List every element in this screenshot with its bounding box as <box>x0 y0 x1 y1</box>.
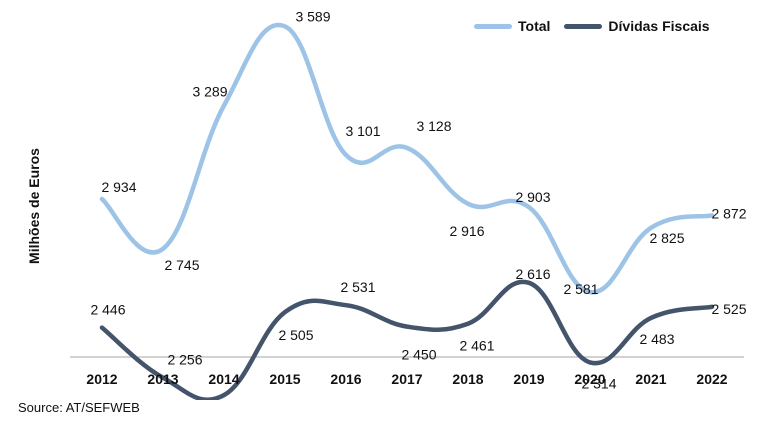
data-label-dividas-fiscais-2019: 2 616 <box>515 266 550 282</box>
data-label-total-2017: 3 128 <box>416 118 451 134</box>
data-label-dividas-fiscais-2018: 2 461 <box>459 338 494 354</box>
data-label-total-2012: 2 934 <box>101 179 136 195</box>
x-tick-label-2021: 2021 <box>635 371 666 387</box>
x-tick-label-2012: 2012 <box>86 371 117 387</box>
x-tick-label-2015: 2015 <box>269 371 300 387</box>
x-tick-label-2013: 2013 <box>147 371 178 387</box>
legend-label-total: Total <box>518 18 551 34</box>
data-label-dividas-fiscais-2016: 2 531 <box>340 279 375 295</box>
data-label-dividas-fiscais-2013: 2 256 <box>167 352 202 368</box>
x-tick-label-2014: 2014 <box>208 371 239 387</box>
x-tick-label-2018: 2018 <box>452 371 483 387</box>
legend-label-dividas-fiscais: Dívidas Fiscais <box>608 18 710 34</box>
data-label-dividas-fiscais-2021: 2 483 <box>639 331 674 347</box>
x-tick-label-2022: 2022 <box>696 371 727 387</box>
x-tick-label-2019: 2019 <box>513 371 544 387</box>
line-chart: 2 934 2 745 3 289 3 589 3 101 3 128 2 916 2 903… <box>70 8 747 400</box>
data-label-total-2019: 2 903 <box>515 189 550 205</box>
data-label-dividas-fiscais-2022: 2 525 <box>711 301 746 317</box>
data-label-total-2018: 2 916 <box>449 223 484 239</box>
x-tick-label-2017: 2017 <box>391 371 422 387</box>
source-note: Source: AT/SEFWEB <box>18 400 140 415</box>
chart-legend: Total Dívidas Fiscais <box>474 18 724 34</box>
data-label-dividas-fiscais-2017: 2 450 <box>401 347 436 363</box>
legend-swatch-dividas-fiscais <box>564 23 603 29</box>
legend-swatch-total <box>474 23 512 29</box>
data-label-total-2021: 2 825 <box>649 230 684 246</box>
legend-item-total: Total <box>474 18 550 34</box>
data-label-dividas-fiscais-2012: 2 446 <box>90 302 125 318</box>
data-label-total-2016: 3 101 <box>345 123 380 139</box>
x-tick-label-2020: 2020 <box>574 371 605 387</box>
x-tick-label-2016: 2016 <box>330 371 361 387</box>
data-label-total-2014: 3 289 <box>192 84 227 100</box>
data-label-total-2013: 2 745 <box>164 257 199 273</box>
legend-item-dividas-fiscais: Dívidas Fiscais <box>564 18 710 34</box>
data-label-total-2022: 2 872 <box>711 205 746 221</box>
data-label-dividas-fiscais-2020: 2 314 <box>581 375 616 391</box>
data-label-total-2015: 3 589 <box>295 8 330 24</box>
data-label-dividas-fiscais-2015: 2 505 <box>278 327 313 343</box>
series-line-total <box>99 22 715 295</box>
data-label-total-2020: 2 581 <box>563 281 598 297</box>
